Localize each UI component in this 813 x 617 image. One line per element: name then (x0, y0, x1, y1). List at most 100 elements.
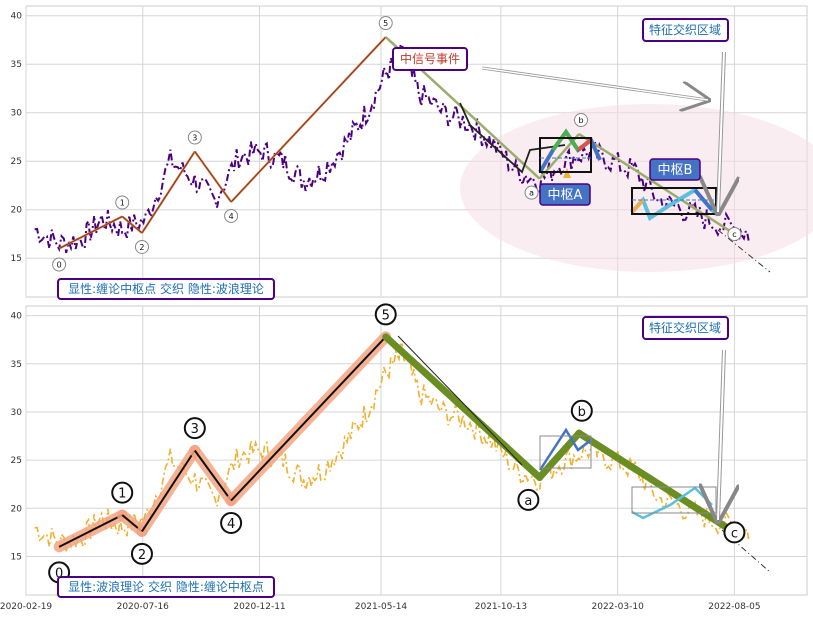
wave-point-label: 5 (382, 308, 390, 323)
x-axis-ticks: 2020-02-19 2020-07-16 2020-12-11 2021-05-14… (0, 602, 761, 612)
y-tick-label: 35 (11, 360, 22, 370)
signal-arrow-inner (481, 67, 709, 101)
impulse-wave-core (230, 36, 387, 203)
x-tick-label: 2020-07-16 (117, 602, 170, 612)
impulse-wave-core (141, 151, 196, 234)
impulse-wave-core (121, 216, 143, 234)
wave-point-label: b (578, 405, 586, 420)
sub-wave-black (459, 102, 566, 174)
top-wave-points: 0 1 2 3 4 5 a b c (52, 16, 742, 272)
bottom-projection-line (721, 529, 771, 573)
wave-point-marker (220, 511, 243, 534)
pivot-a-badge: 中枢A (539, 183, 591, 206)
impulse-wave-core (58, 216, 123, 249)
y-tick-label: 15 (11, 254, 22, 264)
feature-zone-annotation-bottom: 特征交织区域 (642, 316, 729, 340)
corrective-wave-highlight (382, 333, 544, 481)
wave-point-label: 0 (57, 261, 62, 270)
top-footer-annotation: 显性:缠论中枢点 交织 隐性:波浪理论 (57, 278, 275, 300)
feature-zone-label-bottom: 特征交织区域 (649, 320, 721, 335)
feature-zone-annotation-top: 特征交织区域 (642, 18, 729, 42)
x-tick-label: 2021-05-14 (355, 602, 408, 612)
wave-point-marker (115, 195, 130, 210)
bottom-footer-label: 显性:波浪理论 交织 隐性:缠论中枢点 (68, 579, 264, 594)
pivot-a-box (539, 137, 592, 173)
feature-zone-label-top: 特征交织区域 (649, 22, 721, 37)
y-tick-label: 15 (11, 552, 22, 562)
wave-point-marker (130, 542, 153, 565)
top-y-ticks: 15 20 25 30 35 40 (11, 12, 23, 265)
top-footer-label: 显性:缠论中枢点 交织 隐性:波浪理论 (68, 281, 264, 296)
y-tick-label: 30 (11, 109, 23, 119)
wave-point-marker (517, 488, 540, 511)
wave-point-marker (524, 185, 539, 200)
wave-point-label: a (529, 189, 534, 198)
wave-point-label: 4 (229, 212, 234, 221)
wave-point-label: 0 (55, 566, 63, 581)
x-tick-label: 2021-10-13 (475, 602, 527, 612)
bottom-pivot-a-box (539, 435, 592, 469)
signal-event-annotation: 中信号事件 (392, 47, 468, 71)
pivot-a-label: 中枢A (548, 188, 583, 203)
pivot-b-badge: 中枢B (649, 158, 701, 181)
wave-point-marker (378, 16, 393, 31)
bottom-panel: 15 20 25 30 35 40 0 1 2 3 4 5 a b c 2020-02-19 2020-07… (0, 303, 808, 612)
x-tick-label: 2022-08-05 (708, 602, 760, 612)
pivot-a-stroke-green (551, 128, 580, 152)
corrective-wave-segment (578, 132, 736, 236)
feature-arrow-top-inner (717, 51, 725, 213)
y-tick-label: 25 (11, 157, 22, 167)
y-tick-label: 20 (11, 206, 23, 216)
pivot-b-label: 中枢B (658, 163, 693, 178)
wave-point-label: 2 (138, 548, 146, 563)
wave-point-label: 3 (192, 134, 197, 143)
pivot-b-stroke-orange (630, 198, 645, 214)
wave-point-marker (727, 226, 742, 241)
wave-point-label: 1 (120, 198, 125, 207)
wave-point-label: 5 (383, 19, 388, 28)
wave-point-label: c (732, 230, 736, 239)
wave-point-marker (374, 303, 397, 326)
top-price-line (34, 43, 750, 254)
wave-point-label: 2 (139, 243, 144, 252)
wave-point-marker (183, 417, 206, 440)
pivot-a-stroke-red (576, 138, 593, 152)
bottom-plot-frame (25, 305, 808, 596)
signal-event-label: 中信号事件 (400, 51, 460, 66)
wave-point-label: b (578, 116, 583, 125)
bottom-y-ticks: 15 20 25 30 35 40 (11, 312, 23, 563)
y-tick-label: 35 (11, 60, 22, 70)
impulse-wave-line (58, 514, 123, 548)
wave-point-marker (574, 113, 589, 128)
feature-arrow-bottom-inner (717, 349, 725, 521)
y-tick-label: 25 (11, 456, 22, 466)
x-tick-label: 2022-03-10 (592, 602, 645, 612)
y-tick-label: 30 (11, 408, 23, 418)
wave-point-marker (134, 239, 149, 254)
wave-point-marker (187, 130, 202, 145)
impulse-wave-core (194, 151, 232, 203)
impulse-wave-line (194, 449, 232, 502)
wave-point-label: a (524, 494, 532, 509)
bottom-sub-wave (397, 335, 523, 466)
wave-point-marker (111, 481, 134, 504)
x-tick-label: 2020-12-11 (233, 602, 285, 612)
y-tick-label: 40 (11, 12, 23, 22)
impulse-wave-line (230, 336, 387, 502)
x-tick-label: 2020-02-19 (0, 602, 52, 612)
wave-point-label: 3 (191, 422, 199, 437)
top-projection-line (717, 229, 771, 273)
wave-point-label: 1 (118, 487, 126, 502)
wave-point-marker (570, 399, 593, 422)
y-tick-label: 20 (11, 504, 23, 514)
wave-point-label: c (731, 526, 738, 541)
wave-point-marker (52, 257, 67, 272)
impulse-wave-line (141, 449, 196, 532)
bottom-wave-points: 0 1 2 3 4 5 a b c (48, 303, 746, 584)
wave-point-label: 4 (227, 517, 235, 532)
wave-point-marker (224, 208, 239, 223)
bottom-footer-annotation: 显性:波浪理论 交织 隐性:缠论中枢点 (57, 576, 275, 598)
y-tick-label: 40 (11, 312, 23, 322)
bottom-pivot-a-stroke (538, 427, 592, 471)
